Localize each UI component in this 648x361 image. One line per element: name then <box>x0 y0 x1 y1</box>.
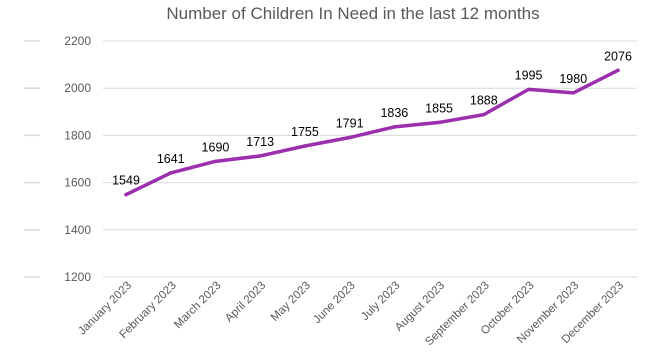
data-label: 1641 <box>157 152 185 166</box>
data-point <box>347 135 352 140</box>
data-label: 1855 <box>425 101 453 115</box>
x-tick-label: April 2023 <box>223 280 268 325</box>
y-axis-ticks: 1200 1400 1600 1800 2000 2200 <box>64 34 91 284</box>
data-label: 1995 <box>515 68 543 82</box>
x-tick-label: July 2023 <box>359 280 402 323</box>
x-tick-label: June 2023 <box>311 280 357 326</box>
y-tick-label: 1400 <box>64 223 91 237</box>
y-tick-label: 1200 <box>64 270 91 284</box>
data-point <box>168 171 173 175</box>
data-point <box>124 192 128 197</box>
y-tick-label: 2000 <box>64 81 91 95</box>
data-labels: 1549 1641 1690 1713 1755 1791 1836 1855 1888 1995… <box>112 49 632 187</box>
gridlines <box>103 40 637 278</box>
data-point <box>526 87 531 92</box>
data-point <box>571 91 576 95</box>
x-tick-label: March 2023 <box>172 280 223 331</box>
left-margin-dashes <box>24 40 40 278</box>
data-label: 1755 <box>291 125 319 139</box>
series-line <box>124 68 620 197</box>
x-tick-label: May 2023 <box>269 280 313 324</box>
y-tick-label: 2200 <box>64 34 91 48</box>
data-point <box>258 154 262 158</box>
data-label: 1791 <box>336 117 364 131</box>
data-point <box>392 125 397 129</box>
data-label: 1690 <box>202 140 230 154</box>
data-label: 2076 <box>604 49 632 63</box>
series-layer <box>124 68 620 197</box>
data-label: 1980 <box>559 72 587 86</box>
data-point <box>303 144 307 148</box>
data-label: 1713 <box>246 135 274 149</box>
data-point <box>213 159 218 164</box>
data-point <box>437 120 441 125</box>
data-point <box>482 112 486 117</box>
data-label: 1888 <box>470 94 498 108</box>
y-tick-label: 1600 <box>64 176 91 190</box>
data-label: 1836 <box>380 106 408 120</box>
chart-title: Number of Children In Need in the last 1… <box>166 4 539 23</box>
data-label: 1549 <box>112 174 140 188</box>
y-tick-label: 1800 <box>64 128 91 142</box>
data-point <box>616 68 620 73</box>
